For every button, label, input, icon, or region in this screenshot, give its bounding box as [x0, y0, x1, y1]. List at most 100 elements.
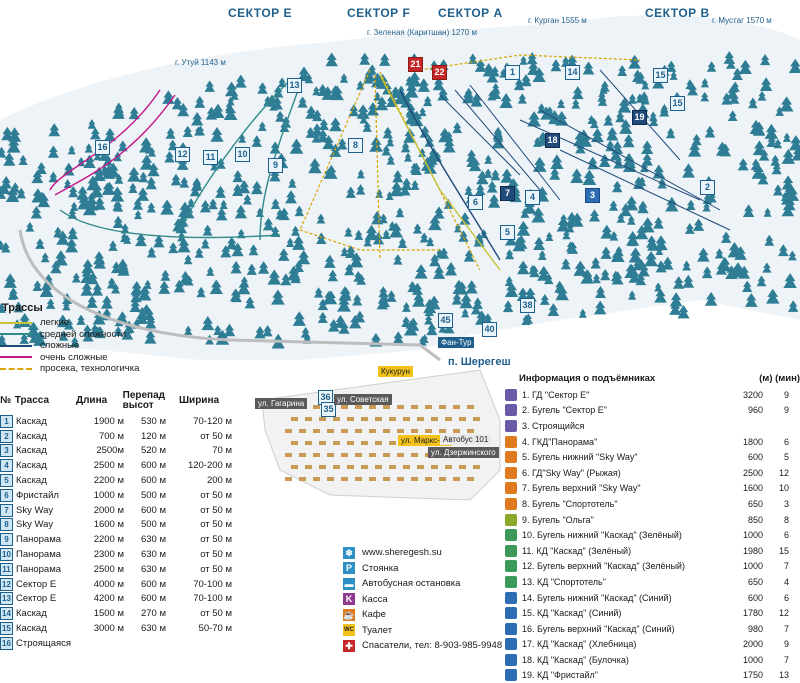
trail-row: 4 Каскад 2500 м 600 м 120-200 м	[0, 458, 240, 473]
lift-row: 3. Строящийся	[505, 418, 800, 434]
trail-row: 1 Каскад 1900 м 530 м 70-120 м	[0, 414, 240, 429]
street-dzerzhinskogo: ул. Дзержинского	[428, 447, 499, 458]
trail-length: 2500 м	[93, 563, 124, 575]
lift-type-icon	[505, 607, 517, 620]
legend-swatch	[0, 367, 32, 370]
lift-row: 8. Бугель "Спортотель" 650 3	[505, 496, 800, 512]
legend-swatch	[0, 321, 32, 324]
sector-b-title: СЕКТОР В	[645, 6, 710, 20]
trail-drop: 600 м	[140, 578, 166, 590]
lift-type-icon	[505, 482, 517, 495]
trail-drop: 600 м	[140, 475, 166, 487]
lift-row: 16. Бугель верхний "Каскад" (Синий) 980 7	[505, 621, 800, 637]
trail-marker: 1	[505, 65, 520, 80]
trail-drop: 270 м	[140, 608, 166, 620]
trail-length: 4200 м	[93, 593, 124, 605]
lift-minutes: 6	[783, 436, 789, 447]
lift-name: 15. КД "Каскад" (Синий)	[522, 608, 622, 619]
trail-marker: 2	[700, 180, 715, 195]
trail-width: 200 м	[206, 475, 232, 487]
trail-name: Каскад	[16, 415, 47, 427]
lift-name: 16. Бугель верхний "Каскад" (Синий)	[522, 623, 675, 634]
bus-stop-icon: ▬	[343, 577, 355, 590]
lift-type-icon	[505, 591, 517, 604]
trail-marker: 7	[500, 186, 515, 201]
trail-width: от 50 м	[200, 489, 232, 501]
trail-row: 8 Sky Way 1600 м 500 м от 50 м	[0, 518, 240, 533]
trail-row: 2 Каскад 700 м 120 м от 50 м	[0, 429, 240, 444]
trail-drop: 600 м	[140, 460, 166, 472]
lift-name: 2. Бугель "Сектор Е"	[522, 405, 607, 416]
trail-name: Панорама	[16, 549, 62, 561]
lift-type-icon	[505, 497, 517, 510]
lift-length: 1750	[742, 670, 763, 681]
lift-name: 18. КД "Каскад" (Булочка)	[522, 654, 629, 665]
trail-width: 70 м	[212, 445, 232, 457]
street-sovetskaya: ул. Советская	[334, 394, 392, 405]
trail-width: 120-200 м	[187, 460, 232, 472]
legend-item: очень сложные	[0, 352, 230, 364]
lift-minutes: 15	[778, 545, 789, 556]
lift-minutes: 8	[783, 514, 789, 525]
trail-length: 4000 м	[93, 578, 124, 590]
trail-name: Панорама	[16, 534, 62, 546]
trail-length: 1900 м	[93, 415, 124, 427]
lift-name: 13. КД "Спортотель"	[522, 576, 606, 587]
trail-length: 1000 м	[93, 489, 124, 501]
lift-type-icon	[505, 419, 517, 432]
ticket-office-icon: K	[343, 593, 355, 606]
lifts-title: Информация о подъёмниках	[519, 372, 656, 384]
trail-number-badge: 8	[0, 518, 13, 532]
lift-type-icon	[505, 560, 517, 573]
snowflake-icon: ❄	[343, 546, 355, 559]
peak-zelenaya: г. Зеленая (Каритшан) 1270 м	[367, 28, 477, 37]
trail-name: Сектор Е	[16, 593, 57, 605]
lift-row: 15. КД "Каскад" (Синий) 1780 12	[505, 605, 800, 621]
lift-minutes: 12	[778, 608, 789, 619]
lift-name: 5. Бугель нижний "Sky Way"	[522, 452, 638, 463]
trail-length: 2200 м	[93, 475, 124, 487]
trail-name: Каскад	[16, 445, 47, 457]
key-label: Туалет	[362, 624, 393, 636]
trail-width: от 50 м	[200, 519, 232, 531]
lifts-header-minutes: (мин)	[775, 372, 800, 384]
trail-drop: 500 м	[140, 519, 166, 531]
trail-number-badge: 14	[0, 607, 13, 621]
trail-marker: 14	[565, 65, 580, 80]
legend-title: Трассы	[2, 302, 43, 314]
lift-type-icon	[505, 466, 517, 479]
peak-kurgan: г. Курган 1555 м	[528, 16, 587, 25]
trail-name: Sky Way	[16, 504, 54, 516]
trail-drop: 630 м	[140, 563, 166, 575]
trail-length: 2200 м	[93, 534, 124, 546]
lift-minutes: 5	[783, 452, 789, 463]
trail-length: 1500 м	[93, 608, 124, 620]
lift-length: 600	[747, 452, 763, 463]
legend-label: средней сложности	[40, 328, 126, 340]
lift-name: 8. Бугель "Спортотель"	[522, 498, 618, 509]
trail-marker: 22	[432, 65, 447, 80]
trail-row: 3 Каскад 2500м 520 м 70 м	[0, 444, 240, 459]
lift-length: 1780	[742, 608, 763, 619]
key-label: Спасатели, тел: 8-903-985-9948	[362, 640, 503, 652]
trail-width: 50-70 м	[198, 623, 232, 635]
lift-name: 4. ГКД"Панорама"	[522, 436, 598, 447]
trail-marker: 21	[408, 57, 423, 72]
trail-width: от 50 м	[200, 430, 232, 442]
trail-width: от 50 м	[200, 608, 232, 620]
trail-number-badge: 15	[0, 622, 13, 636]
village-name: п. Шерегеш	[448, 356, 511, 368]
lift-row: 6. ГД"Sky Way" (Рыжая) 2500 12	[505, 465, 800, 481]
trail-length: 2300 м	[93, 549, 124, 561]
trail-width: 70-120 м	[193, 415, 232, 427]
sector-a-title: СЕКТОР А	[438, 6, 503, 20]
lift-type-icon	[505, 513, 517, 526]
cafe-icon: ☕	[343, 608, 355, 621]
trail-marker: 19	[632, 110, 647, 125]
key-item: K Касса	[343, 592, 523, 608]
lift-length: 1600	[742, 483, 763, 494]
trail-number-badge: 9	[0, 533, 13, 547]
key-item: ✚ Спасатели, тел: 8-903-985-9948	[343, 638, 523, 654]
lift-name: 1. ГД "Сектор Е"	[522, 389, 590, 400]
road	[18, 229, 441, 362]
